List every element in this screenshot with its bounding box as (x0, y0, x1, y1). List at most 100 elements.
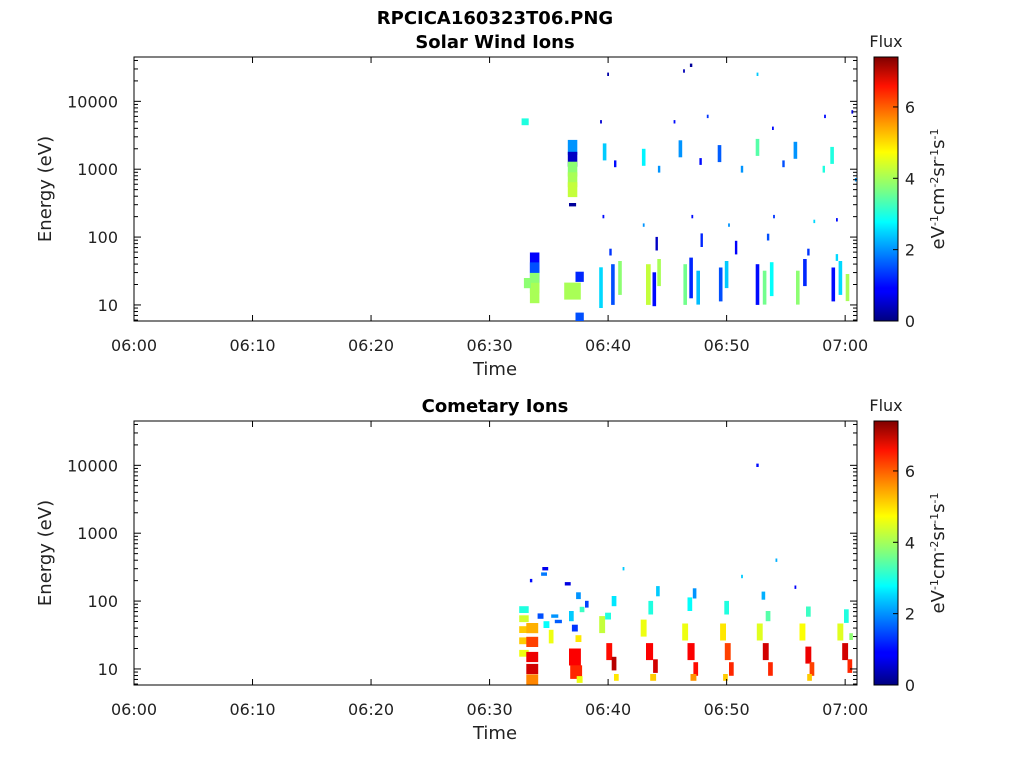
flux-cell (809, 662, 815, 676)
flux-cell (729, 662, 734, 676)
flux-cell (772, 126, 774, 130)
flux-cell (822, 165, 825, 173)
flux-cell (599, 616, 606, 634)
plot-area-1 (133, 56, 858, 322)
flux-cell (519, 615, 529, 623)
flux-cell (575, 635, 582, 642)
flux-cell (762, 270, 767, 305)
colorbar-tick-label: 2 (905, 241, 915, 260)
flux-cell (526, 663, 539, 675)
flux-cell (782, 160, 785, 168)
flux-cell (689, 257, 693, 299)
flux-cell (571, 624, 578, 632)
flux-cell (599, 267, 603, 308)
flux-cell (768, 662, 773, 676)
flux-cell (678, 140, 683, 158)
y-axis-ticks-1: 10 100 1000 10000 (67, 59, 857, 321)
data-cells-2 (519, 463, 853, 685)
y-axis-label-2: Energy (eV) (35, 500, 56, 606)
flux-cell (655, 236, 658, 251)
flux-cell (837, 623, 844, 641)
flux-cell (769, 262, 774, 297)
flux-cell (718, 267, 723, 302)
y-tick-label: 10 (98, 296, 118, 315)
colorbar-ticks-2: 0 2 4 6 (893, 462, 915, 695)
flux-cell (576, 676, 583, 683)
flux-cell (755, 138, 760, 156)
x-tick-label: 06:10 (229, 336, 275, 355)
flux-cell (842, 643, 849, 661)
flux-cell (611, 596, 617, 607)
colorbar-tick-label: 0 (905, 312, 915, 331)
spectrogram-panel-2: 06:00 06:10 06:20 06:30 06:40 06:50 07:00 1010… (35, 396, 949, 744)
flux-cell (844, 609, 849, 623)
flux-cell (640, 619, 647, 637)
flux-cell (682, 623, 689, 641)
flux-cell (564, 282, 581, 300)
flux-cell (699, 158, 702, 165)
flux-cell (567, 151, 578, 167)
y-tick-label: 1000 (77, 160, 118, 179)
flux-cell (835, 254, 839, 261)
colorbar-1 (873, 56, 899, 322)
flux-cell (602, 214, 605, 219)
plot-area-2 (133, 420, 858, 686)
flux-cell (609, 248, 612, 256)
flux-cell (569, 648, 581, 666)
flux-cell (519, 637, 529, 645)
x-tick-label: 06:30 (467, 700, 513, 719)
flux-cell (806, 606, 811, 617)
flux-cell (567, 172, 578, 188)
flux-cell (652, 272, 657, 307)
flux-cell (756, 72, 759, 76)
flux-cell (847, 659, 853, 673)
colorbar-title-1: Flux (869, 32, 902, 51)
x-tick-label: 06:00 (111, 336, 157, 355)
flux-cell (606, 643, 613, 661)
x-tick-label: 07:00 (822, 336, 868, 355)
flux-cell (607, 72, 609, 76)
y-tick-label: 10 (98, 660, 118, 679)
flux-cell (683, 264, 687, 305)
panel-1-title: Solar Wind Ions (415, 32, 574, 53)
flux-cell (611, 264, 615, 305)
flux-cell (690, 674, 697, 681)
x-tick-label: 06:30 (467, 336, 513, 355)
flux-cell (641, 148, 646, 166)
flux-cell (692, 588, 697, 599)
flux-cell (576, 592, 581, 600)
flux-cell (799, 623, 806, 641)
flux-cell (807, 674, 812, 681)
x-tick-label: 06:40 (585, 336, 631, 355)
flux-cell (656, 586, 660, 597)
flux-cell (519, 626, 529, 633)
flux-cell (683, 69, 685, 73)
colorbar-ticks-1: 0 2 4 6 (893, 98, 915, 331)
flux-cell (567, 161, 578, 177)
x-axis-label-2: Time (472, 723, 517, 744)
colorbar-2 (873, 420, 899, 686)
flux-cell (849, 633, 853, 640)
y-tick-label: 10000 (67, 456, 118, 475)
flux-cell (803, 259, 807, 287)
flux-cell (554, 619, 562, 624)
flux-cell (602, 143, 607, 161)
flux-cell (824, 114, 826, 119)
flux-cell (836, 218, 838, 222)
flux-cell (673, 120, 676, 124)
y-axis-label-1: Energy (eV) (35, 136, 56, 242)
flux-cell (657, 165, 661, 173)
flux-cell (526, 674, 539, 685)
panel-2-title: Cometary Ions (422, 396, 569, 417)
flux-cell (807, 248, 810, 256)
flux-cell (720, 623, 726, 641)
flux-cell (723, 674, 728, 681)
flux-cell (693, 662, 699, 676)
flux-cell (569, 611, 574, 622)
flux-cell (569, 203, 577, 207)
flux-cell (529, 578, 533, 583)
flux-cell (756, 463, 759, 467)
figure-title: RPCICA160323T06.PNG (377, 8, 613, 29)
y-tick-label: 100 (87, 228, 118, 247)
